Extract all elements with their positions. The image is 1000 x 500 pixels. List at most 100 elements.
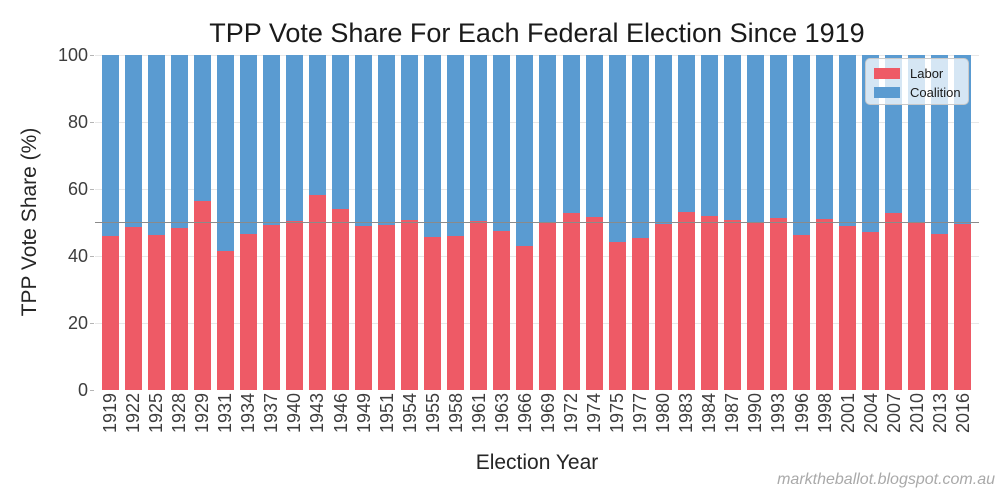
fifty-percent-reference-line <box>95 222 979 223</box>
chart-title: TPP Vote Share For Each Federal Election… <box>209 18 865 48</box>
bar-segment-labor-1940 <box>285 221 303 390</box>
bar-segment-labor-1928 <box>170 227 188 390</box>
x-tick-label-1972: 1972 <box>561 393 581 434</box>
bar-segment-labor-1990 <box>746 222 764 390</box>
bar-segment-labor-2004 <box>862 231 880 390</box>
x-tick-label-2010: 2010 <box>906 393 927 434</box>
bar-segment-labor-1929 <box>193 200 211 390</box>
bar-segment-coalition-1998 <box>816 55 834 220</box>
bar-segment-labor-1993 <box>769 217 787 390</box>
bar-segment-coalition-1984 <box>700 55 718 217</box>
x-tick-label-1984: 1984 <box>699 393 720 434</box>
y-tick-mark-60 <box>90 188 94 190</box>
legend: Labor Coalition <box>865 58 969 105</box>
bar-segment-labor-1961 <box>470 220 488 390</box>
bar-segment-coalition-1987 <box>723 55 741 220</box>
x-tick-label-1969: 1969 <box>537 393 558 434</box>
bar-segment-labor-1977 <box>631 237 649 390</box>
bar-segment-labor-1943 <box>308 195 326 390</box>
x-tick-label-1966: 1966 <box>514 393 535 434</box>
x-tick-label-1963: 1963 <box>491 393 512 434</box>
gridline-80 <box>95 121 979 123</box>
bar-segment-coalition-1972 <box>562 55 580 214</box>
y-tick-mark-20 <box>90 322 94 324</box>
bar-segment-labor-1951 <box>378 224 396 390</box>
bar-segment-coalition-1975 <box>608 55 626 242</box>
bar-segment-labor-1972 <box>562 213 580 390</box>
bar-segment-coalition-1954 <box>401 55 419 221</box>
bar-segment-coalition-1919 <box>101 55 119 237</box>
x-tick-label-1922: 1922 <box>123 393 144 434</box>
x-tick-label-1937: 1937 <box>261 393 282 434</box>
bar-segment-coalition-1966 <box>516 55 534 246</box>
x-tick-label-2004: 2004 <box>860 393 881 434</box>
x-tick-label-1934: 1934 <box>238 393 259 434</box>
bar-segment-labor-1996 <box>793 234 810 390</box>
bar-segment-coalition-1993 <box>769 55 787 218</box>
y-tick-label-80: 80 <box>67 112 88 132</box>
x-tick-label-1954: 1954 <box>399 393 420 434</box>
x-axis-title: Election Year <box>475 451 599 474</box>
y-tick-label-40: 40 <box>67 246 88 266</box>
x-tick-label-1996: 1996 <box>791 393 812 434</box>
x-tick-label-1977: 1977 <box>630 393 651 434</box>
bar-segment-coalition-1934 <box>239 55 257 235</box>
bar-segment-coalition-1946 <box>332 55 349 209</box>
bar-segment-labor-1975 <box>608 241 626 390</box>
y-tick-mark-100 <box>90 54 94 56</box>
x-tick-label-1955: 1955 <box>422 393 443 434</box>
legend-label-labor: Labor <box>910 66 944 81</box>
bar-segment-coalition-1955 <box>424 55 442 237</box>
bar-segment-coalition-1949 <box>355 55 373 226</box>
x-tick-label-1928: 1928 <box>169 393 190 434</box>
bar-segment-coalition-2001 <box>839 55 857 226</box>
gridline-40 <box>95 255 979 257</box>
bar-segment-labor-1955 <box>424 236 442 390</box>
bar-segment-labor-1946 <box>332 208 349 390</box>
watermark: marktheballot.blogspot.com.au <box>777 471 995 488</box>
bar-segment-labor-1954 <box>401 220 419 390</box>
coalition-color-swatch <box>874 87 900 98</box>
legend-label-coalition: Coalition <box>910 85 961 100</box>
labor-color-swatch <box>874 68 900 79</box>
bar-segment-labor-2013 <box>931 234 949 390</box>
bar-segment-labor-1980 <box>654 223 672 390</box>
bar-segment-labor-1974 <box>585 216 603 390</box>
bar-segment-coalition-1969 <box>539 55 557 222</box>
bar-segment-coalition-1940 <box>285 55 303 222</box>
legend-item-labor: Labor <box>874 65 960 82</box>
bar-segment-labor-1984 <box>700 216 718 390</box>
bar-segment-coalition-1931 <box>216 55 234 251</box>
y-tick-label-60: 60 <box>67 179 88 199</box>
gridline-20 <box>95 322 979 324</box>
bar-segment-coalition-1928 <box>170 55 188 228</box>
x-tick-label-1974: 1974 <box>584 393 605 434</box>
bar-segment-labor-1983 <box>677 211 695 390</box>
y-tick-mark-0 <box>90 389 94 391</box>
x-tick-label-1925: 1925 <box>146 393 167 434</box>
y-tick-label-0: 0 <box>77 380 88 400</box>
x-tick-label-1983: 1983 <box>676 393 697 434</box>
bar-segment-coalition-1983 <box>677 55 695 212</box>
x-tick-label-1929: 1929 <box>192 393 213 434</box>
bar-segment-coalition-1974 <box>585 55 603 217</box>
bar-segment-labor-1925 <box>147 235 165 390</box>
gridline-60 <box>95 188 979 190</box>
bar-segment-labor-1969 <box>539 221 557 390</box>
bar-segment-labor-2007 <box>885 213 903 390</box>
x-tick-label-2016: 2016 <box>952 393 973 434</box>
bar-segment-labor-1998 <box>816 219 834 390</box>
y-tick-label-20: 20 <box>67 313 88 333</box>
bar-segment-coalition-1951 <box>378 55 396 225</box>
bar-segment-labor-2001 <box>839 225 857 390</box>
x-tick-label-1946: 1946 <box>330 393 351 434</box>
bar-segment-labor-1963 <box>493 231 511 390</box>
bar-segment-labor-1931 <box>216 250 234 390</box>
x-tick-label-2001: 2001 <box>837 393 858 434</box>
x-tick-label-1943: 1943 <box>307 393 328 434</box>
bar-segment-coalition-1922 <box>124 55 142 227</box>
x-tick-label-1940: 1940 <box>284 393 305 434</box>
x-tick-label-1919: 1919 <box>100 393 120 434</box>
bar-segment-labor-1949 <box>355 225 373 390</box>
